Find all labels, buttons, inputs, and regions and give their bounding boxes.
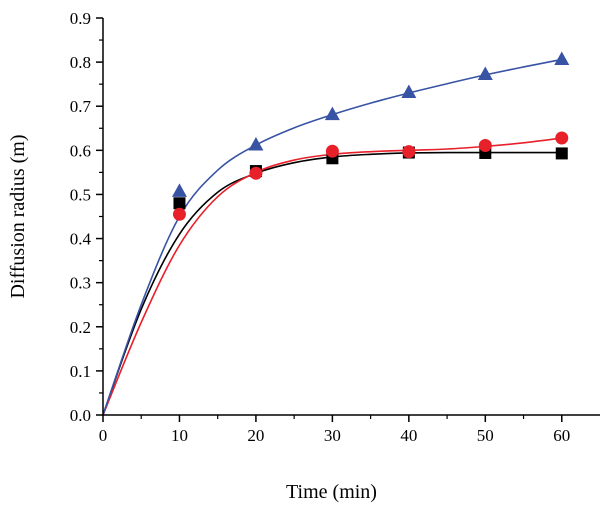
data-point-circle (172, 207, 186, 221)
data-point-circle (249, 166, 263, 180)
x-tick-label: 30 (324, 426, 341, 445)
data-point-triangle (324, 106, 340, 121)
x-ticks: 0 10 20 30 40 50 60 (99, 415, 570, 445)
x-tick-label: 10 (171, 426, 188, 445)
y-tick-label: 0.9 (70, 9, 91, 28)
x-tick-label: 50 (477, 426, 494, 445)
y-ticks: 0.0 0.1 0.2 0.3 0.4 0.5 0.6 0.7 0.8 0.9 (70, 9, 103, 425)
data-point-triangle (477, 66, 493, 80)
y-tick-label: 0.4 (70, 230, 92, 249)
data-point-triangle (554, 51, 570, 65)
y-tick-label: 0.6 (70, 141, 91, 160)
x-tick-label: 0 (99, 426, 108, 445)
x-tick-label: 60 (553, 426, 570, 445)
series-layer (102, 51, 570, 416)
data-point-square (555, 147, 568, 160)
data-point-circle (555, 131, 569, 145)
y-tick-label: 0.5 (70, 185, 91, 204)
data-point-triangle (248, 137, 264, 151)
y-tick-label: 0.0 (70, 406, 91, 425)
x-tick-label: 40 (400, 426, 417, 445)
y-tick-label: 0.8 (70, 53, 91, 72)
data-point-triangle (171, 183, 187, 197)
fit-line-square (102, 151, 562, 416)
y-tick-label: 0.3 (70, 274, 91, 293)
data-point-triangle (401, 84, 417, 99)
y-tick-label: 0.1 (70, 362, 91, 381)
data-point-circle (478, 138, 492, 152)
y-axis-title: Diffusion radius (m) (7, 134, 29, 298)
y-tick-label: 0.7 (70, 97, 92, 116)
data-point-square (173, 197, 186, 210)
fit-line-circle (102, 137, 562, 416)
y-tick-label: 0.2 (70, 318, 91, 337)
x-axis-title: Time (min) (286, 481, 377, 503)
x-tick-label: 20 (247, 426, 264, 445)
data-point-circle (325, 144, 339, 158)
data-point-circle (402, 145, 416, 159)
